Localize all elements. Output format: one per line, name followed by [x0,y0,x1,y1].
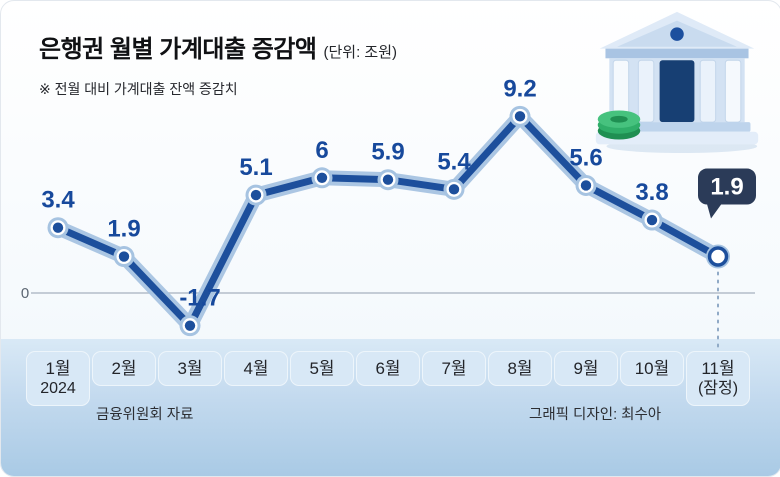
month-label-10: 10월 [620,351,684,387]
value-label: 9.2 [503,75,536,102]
value-label: 6 [315,137,328,164]
data-point [448,184,460,195]
value-label: 3.4 [41,187,75,214]
data-point [118,251,130,262]
month-label-2: 2월 [92,351,156,387]
data-point [316,172,328,183]
month-label-11: 11월 (잠정) [686,351,750,407]
data-point [646,214,658,226]
bank-building-icon [595,11,759,154]
month-label-7: 7월 [422,351,486,387]
zero-label: 0 [21,285,29,302]
month-label-9: 9월 [554,351,618,387]
month-label-8: 8월 [488,351,552,387]
chart-title: 은행권 월별 가계대출 증감액 [39,36,317,63]
month-label-4: 4월 [224,351,288,387]
data-point [250,189,262,201]
bank-door [659,60,695,123]
value-label: 5.9 [371,139,404,166]
data-point [514,111,526,122]
data-point-current [707,246,729,267]
credit-text: 그래픽 디자인: 최수아 [529,407,662,423]
value-label: -1.7 [179,285,220,312]
value-label: 5.1 [239,154,272,181]
value-label: 5.6 [569,144,602,171]
month-label-3: 3월 [158,351,222,387]
money-stack-icon [597,110,641,140]
month-label-5: 5월 [290,351,354,387]
value-label: 3.8 [635,179,668,206]
data-point [382,174,394,185]
current-value-badge-tail [706,200,724,219]
current-value-badge [698,168,756,205]
chart-header: 은행권 월별 가계대출 증감액 (단위: 조원) ※ 전월 대비 가계대출 잔액 … [39,29,397,97]
source-text: 금융위원회 자료 [96,407,194,423]
data-point [184,320,196,331]
value-label: 5.4 [437,148,471,175]
data-point [580,180,592,191]
month-label-1: 1월 2024 [26,351,90,407]
chart-unit-label: (단위: 조원) [323,44,397,61]
month-label-6: 6월 [356,351,420,387]
value-label: 1.9 [107,216,140,243]
current-value-badge-text: 1.9 [710,174,743,201]
chart-footnote: ※ 전월 대비 가계대출 잔액 증감치 [39,81,238,97]
data-point [52,222,64,233]
